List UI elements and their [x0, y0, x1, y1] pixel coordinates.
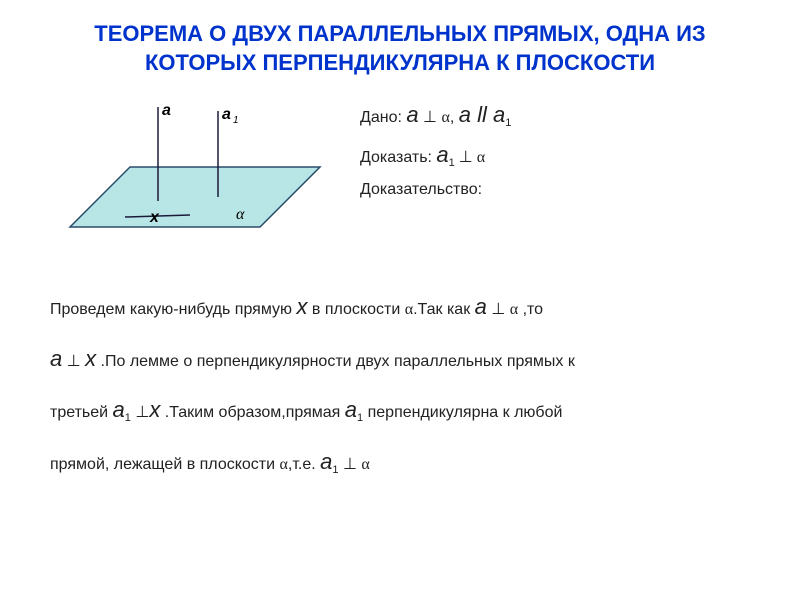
p1-t4: ⊥: [487, 301, 510, 318]
para1: Проведем какую-нибудь прямую х в плоскос…: [50, 287, 750, 327]
p3-t2: .Таким образом,прямая: [160, 404, 344, 421]
p1-t2: в плоскости: [307, 301, 404, 318]
p1-t3: .Так как: [413, 301, 475, 318]
p4-alpha2: α: [361, 456, 369, 473]
page-title: ТЕОРЕМА О ДВУХ ПАРАЛЛЕЛЬНЫХ ПРЯМЫХ, ОДНА…: [50, 20, 750, 77]
p4-alpha: α: [280, 456, 288, 473]
label-alpha: α: [236, 206, 245, 223]
p2-x: х: [85, 346, 96, 371]
p2-t1: ⊥: [62, 353, 85, 370]
given-perp: ⊥: [419, 109, 442, 126]
p4-t1: прямой, лежащей в плоскости: [50, 456, 280, 473]
p3-a1: а: [113, 397, 125, 422]
proof-label-line: Доказательство:: [360, 177, 750, 203]
prove-a1: а: [436, 142, 448, 167]
label-a1: а: [222, 106, 231, 123]
p3-t3: перпендикулярна к любой: [363, 404, 562, 421]
given-a: а: [406, 102, 418, 127]
p4-t2: ,т.е.: [288, 456, 320, 473]
p4-a1: а: [320, 449, 332, 474]
p3-perp: ⊥: [131, 404, 149, 421]
label-x: х: [149, 209, 160, 226]
plane-shape: [70, 167, 320, 227]
given-prove-block: Дано: а ⊥ α, а ll а1 Доказать: а1 ⊥ α До…: [360, 97, 750, 206]
p1-t5: ,то: [518, 301, 543, 318]
geometry-diagram: а а 1 х α: [50, 97, 330, 257]
p3-a1b: а: [345, 397, 357, 422]
label-a1-sub: 1: [233, 115, 239, 126]
p1-alpha: α: [405, 301, 413, 318]
para4: прямой, лежащей в плоскости α,т.е. а1 ⊥ …: [50, 442, 750, 482]
para2: а ⊥ х .По лемме о перпендикулярности дву…: [50, 339, 750, 379]
given-comma: ,: [450, 109, 459, 126]
p3-x: х: [149, 397, 160, 422]
given-sub1: 1: [505, 117, 511, 129]
p3-t1: третьей: [50, 404, 113, 421]
content-row: а а 1 х α Дано: а ⊥ α, а ll а1 Доказать:…: [50, 97, 750, 257]
given-alpha: α: [441, 109, 449, 126]
prove-rest: ⊥ α: [455, 149, 485, 166]
given-line: Дано: а ⊥ α, а ll а1: [360, 97, 750, 133]
p1-alpha2: α: [510, 301, 518, 318]
label-a: а: [162, 102, 171, 119]
given-parallel: а ll а: [459, 102, 505, 127]
para3: третьей а1 ⊥х .Таким образом,прямая а1 п…: [50, 390, 750, 430]
p2-a: а: [50, 346, 62, 371]
proof-body: Проведем какую-нибудь прямую х в плоскос…: [50, 287, 750, 481]
p2-t2: .По лемме о перпендикулярности двух пара…: [96, 353, 575, 370]
given-label: Дано:: [360, 109, 406, 126]
proof-label: Доказательство:: [360, 181, 482, 198]
p1-x: х: [296, 294, 307, 319]
p4-perp: ⊥: [339, 456, 362, 473]
p1-t1: Проведем какую-нибудь прямую: [50, 301, 296, 318]
prove-line: Доказать: а1 ⊥ α: [360, 137, 750, 173]
prove-label: Доказать:: [360, 149, 436, 166]
p1-a: а: [475, 294, 487, 319]
